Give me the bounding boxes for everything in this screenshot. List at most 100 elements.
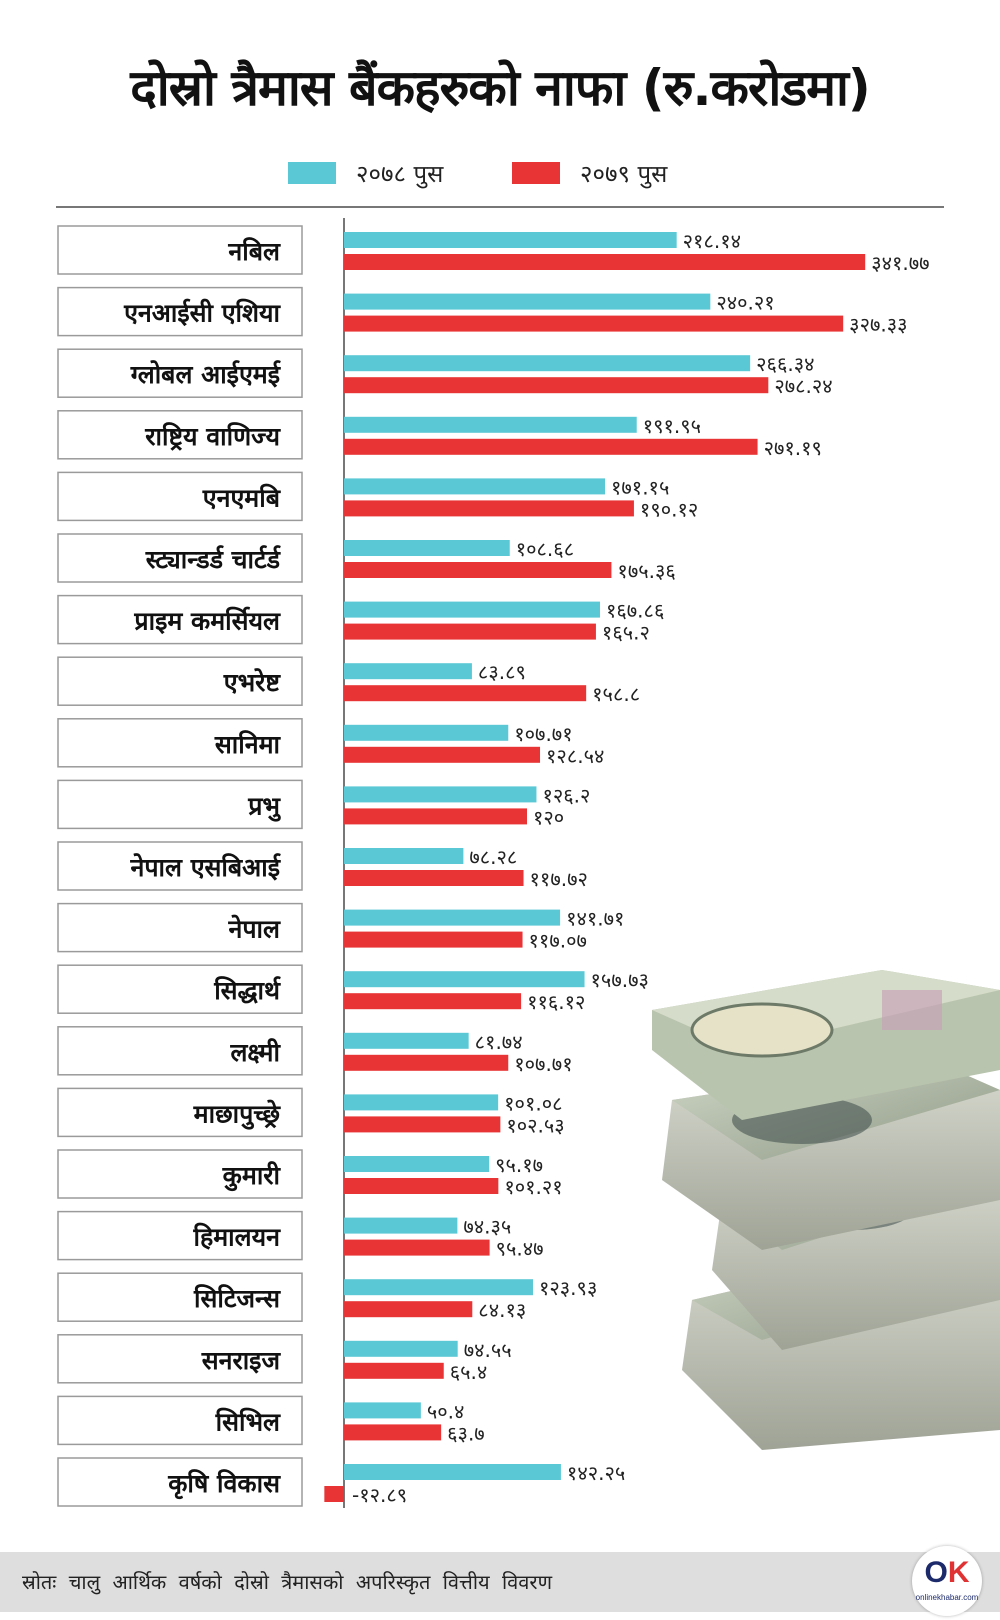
bar-2079	[344, 1362, 444, 1379]
value-label-2079: ६५.४	[450, 1360, 488, 1384]
onlinekhabar-logo[interactable]: OK onlinekhabar.com	[912, 1546, 982, 1616]
value-label-2078: १४२.२५	[567, 1461, 625, 1485]
value-label-2079: ८४.१३	[478, 1298, 526, 1322]
bar-2079	[344, 931, 523, 948]
value-label-2078: १२३.९३	[539, 1276, 597, 1300]
bank-label-box	[57, 1272, 303, 1322]
bar-2078	[344, 416, 637, 433]
bar-2079	[344, 746, 541, 763]
bar-2079	[344, 377, 769, 394]
bar-2079	[344, 685, 587, 702]
value-label-2079: १०२.५३	[506, 1113, 564, 1137]
value-label-2078: ७४.३५	[463, 1215, 511, 1239]
legend-item-2078: २०७८ पुस	[288, 156, 443, 190]
bar-chart: नबिल २१८.१४ ३४१.७७ एनआईसी एशिया २४०.२१ ३२७.३३…	[57, 218, 930, 1508]
legend-label-2079: २०७९ पुस	[580, 159, 668, 188]
bar-2078	[344, 724, 509, 741]
bar-2079	[324, 1486, 344, 1502]
bank-label: नेपाल	[227, 915, 281, 944]
bank-label-box	[57, 1395, 303, 1446]
chart-title: दोस्रो त्रैमास बैंकहरुको नाफा (रु.करोडमा…	[130, 59, 871, 117]
legend-item-2079: २०७९ पुस	[512, 156, 667, 190]
value-label-2079: ३४१.७७	[871, 251, 929, 275]
bank-label-box	[57, 533, 303, 583]
value-label-2079: १९०.१२	[640, 497, 698, 521]
bar-2079	[344, 438, 758, 455]
bar-2079	[344, 1239, 490, 1256]
bank-label: सनराइज	[201, 1346, 282, 1375]
bank-label-box	[57, 348, 303, 398]
bar-2078	[344, 1464, 561, 1480]
bar-2078	[344, 1217, 458, 1234]
value-label-2078: ८१.७४	[475, 1030, 523, 1054]
value-label-2078: १०८.६८	[516, 537, 574, 561]
bar-2078	[344, 909, 561, 926]
bar-2079	[344, 1116, 501, 1133]
value-label-2078: १०७.७१	[514, 722, 572, 746]
value-label-2078: ८३.८९	[478, 660, 526, 684]
bar-2078	[344, 848, 464, 864]
value-label-2079: १०१.२१	[504, 1175, 562, 1199]
bank-label: हिमालयन	[192, 1223, 281, 1252]
bar-2078	[344, 786, 537, 803]
bank-label: प्राइम कमर्सियल	[133, 607, 281, 636]
bar-2078	[344, 1156, 490, 1172]
value-label-2079: २७८.२४	[774, 374, 832, 398]
bundle-top	[652, 970, 1000, 1120]
bank-label: सिटिजन्स	[193, 1284, 281, 1313]
bar-2079	[344, 500, 634, 517]
value-label-2079: १६५.२	[602, 621, 650, 645]
bar-2079	[344, 623, 596, 640]
bank-label-box	[57, 656, 303, 706]
value-label-2078: १७१.१५	[611, 475, 669, 499]
bar-2078	[344, 663, 472, 680]
value-label-2078: ७४.५५	[464, 1338, 512, 1362]
bank-label-box	[57, 964, 303, 1014]
bank-label: ग्लोबल आईएमई	[130, 360, 282, 389]
bar-2078	[344, 1340, 458, 1357]
value-label-2078: २१८.१४	[683, 229, 741, 253]
bank-label-box	[57, 1457, 303, 1507]
value-label-2079: १०७.७१	[514, 1052, 572, 1076]
value-label-2078: १५७.७३	[591, 968, 649, 992]
source-text: स्रोतः चालु आर्थिक वर्षको दोस्रो त्रैमास…	[22, 1570, 553, 1594]
value-label-2078: ७८.२८	[469, 845, 517, 869]
bank-label: एनएमबि	[202, 483, 282, 512]
bar-2079	[344, 254, 866, 270]
bar-2079	[344, 1178, 499, 1194]
bank-label: एनआईसी एशिया	[123, 299, 281, 328]
value-label-2078: १२६.२	[542, 783, 590, 807]
legend-swatch-2078	[288, 162, 336, 184]
bank-label: सिभिल	[215, 1407, 281, 1436]
bar-2079	[344, 562, 612, 578]
bar-2079	[344, 315, 844, 332]
legend: २०७८ पुस २०७९ पुस	[0, 156, 1000, 190]
value-label-2079: १५८.८	[592, 682, 640, 706]
bank-label-box	[57, 841, 303, 891]
logo-mark: OK	[924, 1556, 970, 1589]
bank-label: लक्ष्मी	[229, 1038, 281, 1067]
value-label-2078: १६७.८६	[606, 599, 664, 623]
bank-label-box	[57, 1334, 303, 1384]
bank-label: नबिल	[227, 237, 281, 266]
bar-2079	[344, 1424, 442, 1441]
bank-label-box	[57, 286, 303, 337]
value-label-2078: २४०.२१	[716, 291, 774, 315]
value-label-2079: ९५.४७	[496, 1237, 544, 1261]
bank-label-box	[57, 410, 303, 460]
bar-2079	[344, 870, 524, 886]
value-label-2078: १९१.९५	[643, 414, 701, 438]
bank-label-box	[57, 1210, 303, 1261]
bar-2079	[344, 1054, 509, 1071]
value-label-2079: ११७.७२	[530, 867, 588, 891]
bank-label: सानिमा	[214, 730, 282, 759]
bank-label-box	[57, 594, 303, 645]
bank-label: कुमारी	[222, 1161, 282, 1192]
bank-label-box	[57, 1087, 303, 1138]
money-bundles-illustration	[652, 970, 1000, 1450]
bank-label: नेपाल एसबिआई	[129, 853, 281, 882]
bar-2078	[344, 355, 751, 372]
value-label-2078: १०१.०८	[504, 1091, 562, 1115]
bank-label-box	[57, 471, 303, 522]
bar-2078	[344, 540, 510, 556]
